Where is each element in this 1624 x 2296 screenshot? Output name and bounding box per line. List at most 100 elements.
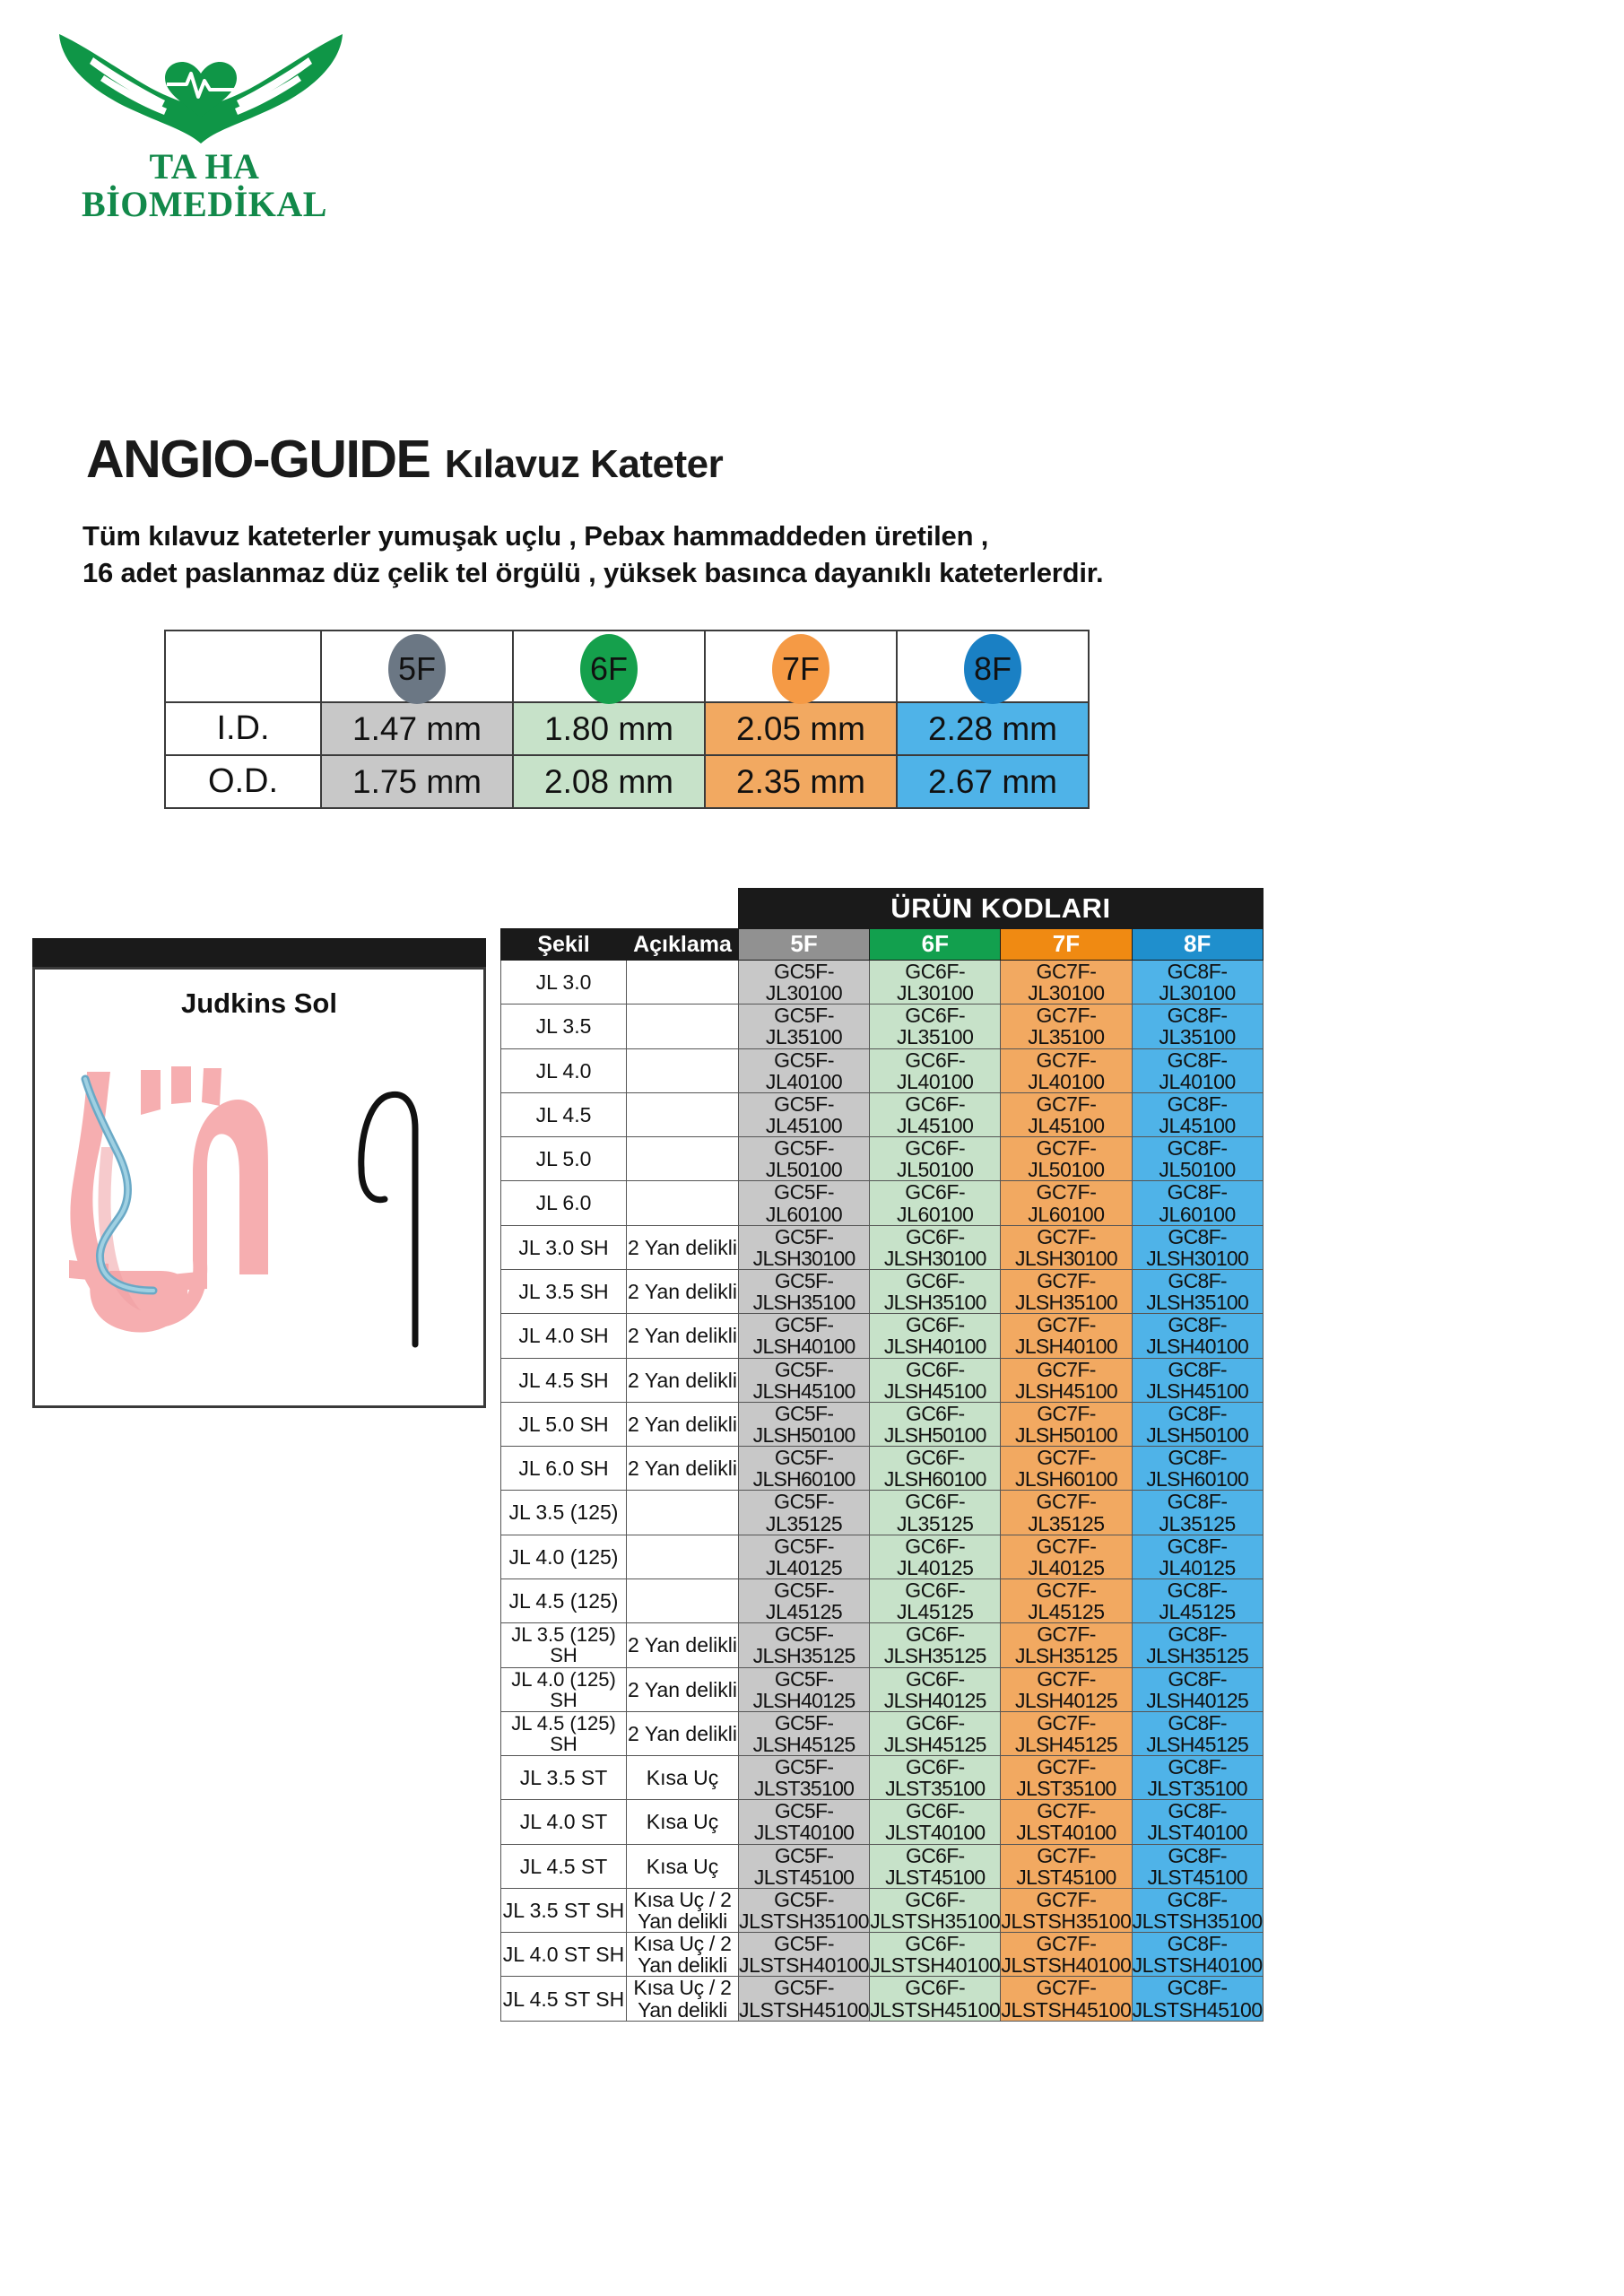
cell-code-8f: GC8F-JL35100: [1131, 1004, 1264, 1049]
cell-description: Kısa Uç / 2 Yan delikli: [626, 1976, 739, 2022]
table-row: JL 4.0 ST Kısa Uç GC5F-JLST40100 GC6F-JLST4…: [500, 1799, 1264, 1845]
cell-description: Kısa Uç: [626, 1843, 739, 1889]
column-header-aciklama: Açıklama: [626, 928, 739, 961]
cell-description: [626, 1180, 739, 1226]
column-header-8f: 8F: [1131, 928, 1264, 961]
cell-description: 2 Yan delikli: [626, 1710, 739, 1757]
cell-code-8f: GC8F-JLSTSH40100: [1131, 1932, 1264, 1978]
cell-code-8f: GC8F-JL45125: [1131, 1578, 1264, 1624]
cell-shape: JL 4.0 ST SH: [500, 1932, 627, 1978]
cell-code-6f: GC6F-JLST45100: [869, 1843, 1002, 1889]
shape-panel-title: Judkins Sol: [181, 987, 337, 1019]
cell-code-8f: GC8F-JL45100: [1131, 1091, 1264, 1138]
cell-code-8f: GC8F-JLST35100: [1131, 1755, 1264, 1801]
codes-header-spacer-2: [626, 888, 739, 929]
cell-shape: JL 3.5 ST SH: [500, 1887, 627, 1934]
cell-description: 2 Yan delikli: [626, 1666, 739, 1712]
cell-code-8f: GC8F-JLST40100: [1131, 1799, 1264, 1845]
cell-shape: JL 4.5 ST SH: [500, 1976, 627, 2022]
product-codes-body: JL 3.0 GC5F-JL30100 GC6F-JL30100 GC7F-JL301…: [500, 959, 1264, 2022]
cell-code-8f: GC8F-JL50100: [1131, 1136, 1264, 1182]
cell-description: [626, 1490, 739, 1535]
description-line-2: 16 adet paslanmaz düz çelik tel örgülü ,…: [83, 556, 1104, 588]
size-badge-6f: 6F: [580, 634, 638, 704]
cell-code-5f: GC5F-JLST45100: [737, 1843, 871, 1889]
cell-code-7f: GC7F-JL30100: [1000, 959, 1133, 1005]
cell-code-6f: GC6F-JL45100: [869, 1091, 1002, 1138]
table-row: JL 3.5 SH 2 Yan delikli GC5F-JLSH35100 GC6F…: [500, 1268, 1264, 1315]
judkins-left-catheter-curve-icon: [358, 1091, 419, 1348]
size-badge-8f: 8F: [964, 634, 1021, 704]
spec-row-id: I.D. 1.47 mm 1.80 mm 2.05 mm 2.28 mm: [164, 701, 1090, 756]
table-row: JL 6.0 GC5F-JL60100 GC6F-JL60100 GC7F-JL601…: [500, 1180, 1264, 1226]
cell-code-6f: GC6F-JLSTSH45100: [869, 1976, 1002, 2022]
spec-size-header-5f: 5F: [320, 630, 514, 704]
cell-code-7f: GC7F-JLSH45100: [1000, 1357, 1133, 1403]
cell-shape: JL 4.0 (125) SH: [500, 1666, 627, 1712]
cell-code-8f: GC8F-JLSH50100: [1131, 1401, 1264, 1448]
cell-code-6f: GC6F-JL40100: [869, 1048, 1002, 1093]
cell-code-6f: GC6F-JLSH60100: [869, 1446, 1002, 1492]
size-badge-7f: 7F: [772, 634, 829, 704]
cell-code-5f: GC5F-JLSH35125: [737, 1622, 871, 1668]
cell-description: 2 Yan delikli: [626, 1357, 739, 1403]
table-row: JL 3.5 (125) GC5F-JL35125 GC6F-JL35125 GC7F…: [500, 1490, 1264, 1535]
table-row: JL 5.0 GC5F-JL50100 GC6F-JL50100 GC7F-JL501…: [500, 1136, 1264, 1182]
cell-shape: JL 4.5 (125): [500, 1578, 627, 1624]
cell-shape: JL 5.0 SH: [500, 1401, 627, 1448]
spec-id-8f: 2.28 mm: [896, 701, 1090, 756]
cell-code-7f: GC7F-JLSTSH35100: [1000, 1887, 1133, 1934]
table-row: JL 4.5 SH 2 Yan delikli GC5F-JLSH45100 GC6F…: [500, 1357, 1264, 1403]
cell-code-6f: GC6F-JL40125: [869, 1534, 1002, 1579]
cell-code-7f: GC7F-JLST35100: [1000, 1755, 1133, 1801]
cell-description: [626, 1578, 739, 1624]
cell-shape: JL 4.0: [500, 1048, 627, 1093]
spec-corner-cell: [164, 630, 322, 703]
cell-code-5f: GC5F-JLSH40125: [737, 1666, 871, 1712]
column-header-5f: 5F: [737, 928, 871, 961]
cell-code-5f: GC5F-JLSH30100: [737, 1224, 871, 1270]
cell-shape: JL 5.0: [500, 1136, 627, 1182]
codes-group-header: ÜRÜN KODLARI: [738, 888, 1264, 929]
cell-shape: JL 3.0: [500, 959, 627, 1005]
shape-panel-top-strip: [32, 938, 486, 968]
cell-code-7f: GC7F-JL35125: [1000, 1490, 1133, 1535]
cell-code-5f: GC5F-JL60100: [737, 1180, 871, 1226]
cell-code-8f: GC8F-JLSH35125: [1131, 1622, 1264, 1668]
cell-code-6f: GC6F-JLSH40125: [869, 1666, 1002, 1712]
cell-code-8f: GC8F-JLSTSH45100: [1131, 1976, 1264, 2022]
cell-code-7f: GC7F-JLSH60100: [1000, 1446, 1133, 1492]
cell-code-6f: GC6F-JLSH35100: [869, 1268, 1002, 1315]
cell-code-5f: GC5F-JL30100: [737, 959, 871, 1005]
cell-code-5f: GC5F-JLSH45125: [737, 1710, 871, 1757]
cell-code-7f: GC7F-JLSTSH45100: [1000, 1976, 1133, 2022]
aortic-arch-illustration-icon: [69, 1066, 268, 1333]
dimension-spec-table: 5F 6F 7F 8F I.D. 1.47 mm 1.80 mm 2.05 mm…: [164, 630, 1090, 809]
cell-code-8f: GC8F-JL30100: [1131, 959, 1264, 1005]
cell-shape: JL 3.5 ST: [500, 1755, 627, 1801]
cell-code-6f: GC6F-JLSH45100: [869, 1357, 1002, 1403]
cell-shape: JL 6.0 SH: [500, 1446, 627, 1492]
cell-description: [626, 1091, 739, 1138]
column-header-6f: 6F: [869, 928, 1002, 961]
cell-code-5f: GC5F-JL45125: [737, 1578, 871, 1624]
winged-heart-ecg-logo-icon: [59, 34, 343, 144]
cell-code-5f: GC5F-JLSH35100: [737, 1268, 871, 1315]
cell-code-5f: GC5F-JLSH45100: [737, 1357, 871, 1403]
column-header-sekil: Şekil: [500, 928, 627, 961]
cell-code-7f: GC7F-JLSH35125: [1000, 1622, 1133, 1668]
cell-code-7f: GC7F-JLST45100: [1000, 1843, 1133, 1889]
cell-code-8f: GC8F-JLSH35100: [1131, 1268, 1264, 1315]
product-codes-table-wrap: ÜRÜN KODLARI Şekil Açıklama 5F 6F 7F 8F …: [500, 888, 1264, 2022]
cell-description: [626, 959, 739, 1005]
table-row: JL 4.0 GC5F-JL40100 GC6F-JL40100 GC7F-JL401…: [500, 1048, 1264, 1093]
cell-code-7f: GC7F-JL50100: [1000, 1136, 1133, 1182]
table-row: JL 4.0 (125) GC5F-JL40125 GC6F-JL40125 GC7F…: [500, 1534, 1264, 1579]
table-row: JL 4.5 (125) SH 2 Yan delikli GC5F-JLSH451…: [500, 1710, 1264, 1757]
cell-code-5f: GC5F-JL40100: [737, 1048, 871, 1093]
brand-name-line1: TA HA: [149, 146, 260, 187]
cell-code-6f: GC6F-JL50100: [869, 1136, 1002, 1182]
cell-code-8f: GC8F-JLSH40100: [1131, 1313, 1264, 1359]
cell-code-5f: GC5F-JLST40100: [737, 1799, 871, 1845]
cell-description: 2 Yan delikli: [626, 1622, 739, 1668]
